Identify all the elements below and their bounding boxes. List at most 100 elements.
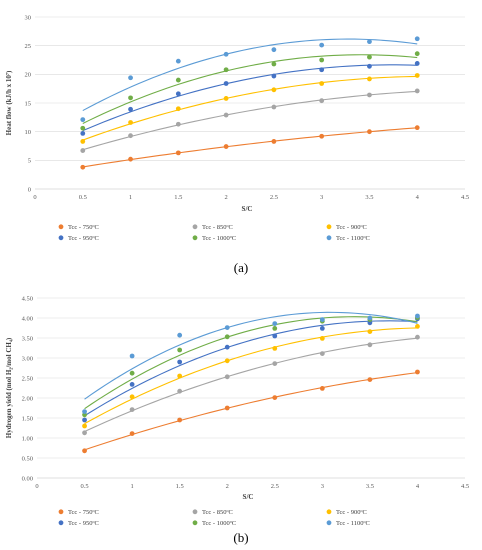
data-point bbox=[367, 76, 372, 82]
data-point bbox=[272, 361, 278, 366]
data-point bbox=[271, 139, 277, 144]
y-tick-label: 30 bbox=[25, 14, 32, 21]
legend-marker bbox=[58, 224, 64, 230]
data-point bbox=[128, 106, 133, 112]
data-point bbox=[319, 386, 325, 391]
data-point bbox=[177, 373, 183, 379]
data-point bbox=[80, 130, 86, 136]
data-point bbox=[414, 73, 420, 78]
data-point bbox=[129, 382, 135, 387]
x-axis-title: S/C bbox=[242, 205, 253, 213]
data-point bbox=[224, 344, 230, 350]
trendline-series-4 bbox=[82, 54, 418, 124]
data-point bbox=[272, 395, 278, 400]
x-tick-label: 4 bbox=[416, 483, 420, 490]
panel-a-chart: 0 5 10 15 20 25 30 0 0.5 1 1.5 2 2.5 3 3.5 4 4.5 S/C Heat … bbox=[5, 14, 469, 242]
data-point bbox=[272, 333, 278, 339]
data-point bbox=[224, 358, 230, 364]
data-point bbox=[319, 336, 325, 341]
legend-marker bbox=[58, 520, 64, 526]
x-axis-title: S/C bbox=[243, 493, 254, 501]
data-point bbox=[224, 405, 230, 411]
data-point bbox=[175, 77, 181, 83]
data-point bbox=[319, 98, 325, 104]
data-point bbox=[82, 409, 87, 414]
data-point bbox=[271, 104, 277, 110]
data-point bbox=[223, 144, 229, 149]
x-tick-label: 3.5 bbox=[366, 483, 374, 490]
data-point bbox=[319, 317, 325, 322]
data-point bbox=[223, 96, 229, 101]
data-point bbox=[224, 374, 230, 380]
data-point bbox=[223, 67, 229, 73]
y-tick-label: 5 bbox=[28, 158, 31, 165]
data-point bbox=[80, 148, 86, 153]
panel-b-chart: 0.000.501.001.502.002.503.003.504.004.50… bbox=[5, 295, 469, 527]
trendline-series-2 bbox=[82, 75, 418, 141]
trendline-series-5 bbox=[82, 38, 418, 112]
data-point bbox=[415, 313, 420, 319]
data-point bbox=[272, 346, 278, 351]
data-point bbox=[224, 334, 230, 340]
legend-label: Tcc - 1100ºC bbox=[336, 520, 370, 527]
data-point bbox=[415, 324, 420, 329]
legend-marker bbox=[192, 224, 198, 230]
panel-label-a: (a) bbox=[234, 260, 248, 275]
y-tick-label: 0 bbox=[28, 186, 31, 193]
data-point bbox=[80, 125, 86, 131]
trendline-series-1 bbox=[82, 90, 418, 151]
data-point bbox=[80, 139, 86, 144]
data-point bbox=[415, 369, 420, 375]
data-point bbox=[223, 51, 229, 57]
legend-marker bbox=[326, 520, 332, 526]
data-point bbox=[177, 332, 183, 338]
x-tick-label: 3 bbox=[320, 194, 323, 201]
x-tick-label: 0 bbox=[33, 194, 36, 201]
data-point bbox=[82, 417, 87, 423]
data-point bbox=[177, 347, 183, 353]
data-point bbox=[414, 88, 420, 94]
y-tick-label: 0.00 bbox=[22, 475, 33, 482]
trendline-series-4 bbox=[84, 316, 418, 410]
legend-label: Tcc - 950ºC bbox=[68, 520, 99, 527]
y-axis-title: Heat flow (kJ/h x 10⁷) bbox=[5, 70, 13, 135]
data-point bbox=[175, 150, 181, 156]
data-point bbox=[367, 329, 373, 334]
x-tick-label: 2 bbox=[226, 483, 229, 490]
legend-marker bbox=[192, 509, 198, 515]
data-point bbox=[367, 39, 372, 45]
y-tick-label: 3.00 bbox=[22, 355, 33, 362]
data-point bbox=[271, 73, 277, 79]
y-tick-label: 1.50 bbox=[22, 415, 33, 422]
data-point bbox=[367, 377, 373, 382]
data-point bbox=[128, 75, 133, 81]
x-tick-label: 0.5 bbox=[79, 194, 87, 201]
data-point bbox=[271, 47, 277, 53]
legend-label: Tcc - 750ºC bbox=[68, 509, 99, 516]
y-tick-label: 1.00 bbox=[22, 435, 33, 442]
x-tick-label: 1.5 bbox=[174, 194, 182, 201]
data-point bbox=[319, 67, 325, 73]
y-tick-label: 4.50 bbox=[22, 295, 33, 302]
x-tick-label: 1 bbox=[130, 483, 133, 490]
legend-marker bbox=[326, 235, 332, 241]
trendline-series-3 bbox=[82, 64, 418, 132]
legend-marker bbox=[326, 509, 332, 515]
data-point bbox=[129, 353, 135, 359]
data-point bbox=[414, 125, 420, 131]
data-point bbox=[175, 106, 181, 112]
data-point bbox=[128, 156, 133, 162]
data-point bbox=[414, 51, 420, 57]
y-tick-label: 20 bbox=[25, 72, 32, 79]
data-point bbox=[319, 57, 325, 63]
trendline-series-0 bbox=[84, 372, 418, 451]
legend-label: Tcc - 1000ºC bbox=[202, 520, 236, 527]
legend-label: Tcc - 1000ºC bbox=[202, 235, 236, 242]
data-point bbox=[367, 63, 372, 69]
data-point bbox=[223, 112, 229, 118]
legend-marker bbox=[58, 509, 64, 515]
x-tick-label: 4.5 bbox=[461, 194, 469, 201]
data-point bbox=[175, 58, 181, 64]
y-tick-label: 2.00 bbox=[22, 395, 33, 402]
data-point bbox=[129, 431, 135, 436]
